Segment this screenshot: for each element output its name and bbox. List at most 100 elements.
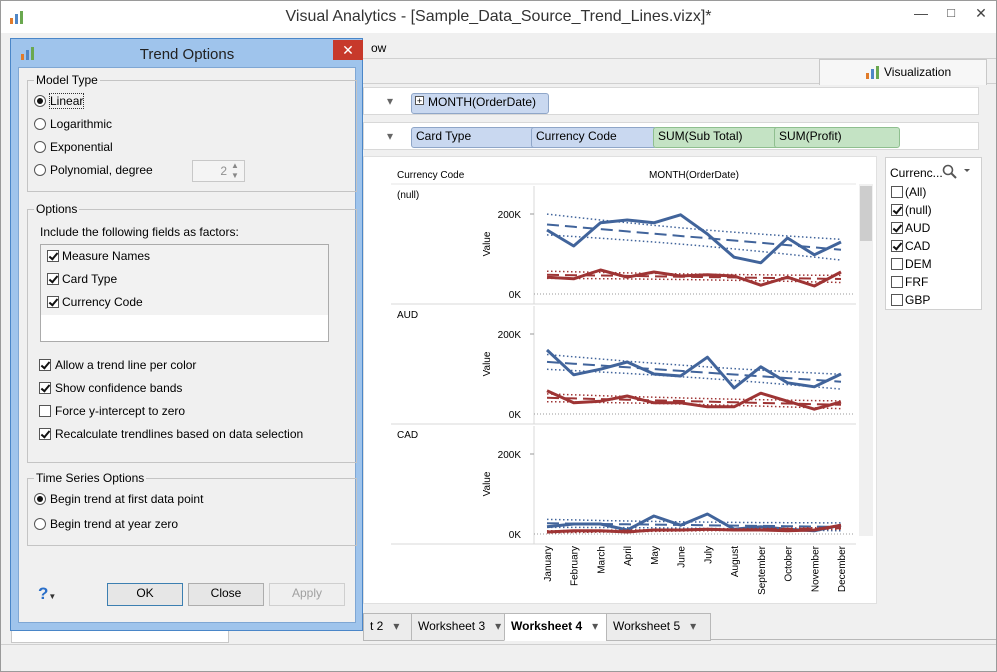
window-title: Visual Analytics - [Sample_Data_Source_T… <box>285 8 712 25</box>
help-button[interactable]: ?▼ <box>38 584 56 604</box>
filter-item-label: DEM <box>905 257 932 271</box>
x-tick-label: July <box>703 546 714 564</box>
degree-value: 2 <box>220 164 227 178</box>
app-icon <box>10 11 23 24</box>
dialog-icon <box>21 47 34 60</box>
y-axis-label: Value <box>482 231 493 256</box>
x-tick-label: May <box>650 546 661 565</box>
time-series-group: Time Series Options <box>27 471 357 546</box>
menu-item[interactable]: ow <box>371 41 387 55</box>
option-checkbox[interactable] <box>39 359 51 371</box>
degree-spinner[interactable]: 2 ▲ ▼ <box>192 160 245 182</box>
panel-label: CAD <box>397 430 418 441</box>
options-group: Options <box>27 202 357 463</box>
y-tick-label: 0K <box>509 290 522 301</box>
time-series-label: Begin trend at first data point <box>50 492 204 506</box>
factor-label: Measure Names <box>62 249 151 263</box>
option-label: Allow a trend line per color <box>55 358 197 372</box>
y-axis-label: Value <box>482 471 493 496</box>
group-legend: Options <box>34 202 80 216</box>
y-tick-label: 0K <box>509 530 522 541</box>
visualization-tab[interactable]: Visualization <box>819 59 987 85</box>
series-line <box>546 389 842 411</box>
series-line <box>546 523 842 534</box>
filter-title: Currenc... <box>890 166 943 180</box>
filter-item-label: CAD <box>905 239 931 253</box>
worksheet-tab[interactable]: Worksheet 5 <box>606 613 711 641</box>
model-radio[interactable] <box>34 141 46 153</box>
y-tick-label: 200K <box>498 450 522 461</box>
group-legend: Time Series Options <box>34 471 147 485</box>
pill-expand[interactable]: + <box>415 96 424 106</box>
shelf-pill[interactable]: Currency Code <box>531 127 657 148</box>
worksheet-tab[interactable]: Worksheet 3 <box>411 613 516 641</box>
y-tick-label: 200K <box>498 210 522 221</box>
time-series-label: Begin trend at year zero <box>50 517 179 531</box>
maximize-button[interactable]: □ <box>947 5 955 20</box>
minimize-button[interactable]: — <box>914 5 928 21</box>
confidence-band <box>546 277 842 284</box>
y-axis-label: Value <box>482 351 493 376</box>
filter-search-icon[interactable] <box>942 164 972 180</box>
trend-line <box>546 360 842 383</box>
factor-checkbox[interactable] <box>47 296 59 308</box>
visualization-tab-label: Visualization <box>884 65 952 79</box>
dialog-button[interactable]: OK <box>107 583 183 606</box>
dialog-close[interactable]: ✕ <box>333 40 363 60</box>
confidence-band <box>546 393 842 402</box>
filter-item-label: (All) <box>905 185 927 199</box>
chart: Currency Code MONTH(OrderDate) (null) Value… <box>391 170 873 595</box>
shelf-pill[interactable]: MONTH(OrderDate) <box>411 93 549 114</box>
help-icon: ? <box>38 584 49 603</box>
x-tick-label: January <box>543 546 554 582</box>
x-tick-label: December <box>837 545 848 592</box>
filter-checkbox[interactable] <box>891 222 903 234</box>
dialog-body <box>18 67 356 623</box>
row-header: Currency Code <box>397 170 465 181</box>
filter-checkbox[interactable] <box>891 204 903 216</box>
option-checkbox[interactable] <box>39 428 51 440</box>
filter-checkbox[interactable] <box>891 276 903 288</box>
model-option-label: Linear <box>48 93 85 109</box>
option-label: Show confidence bands <box>55 381 183 395</box>
confidence-band <box>546 518 842 524</box>
x-tick-label: November <box>810 545 821 592</box>
dialog-button[interactable]: Close <box>188 583 264 606</box>
filter-checkbox[interactable] <box>891 186 903 198</box>
time-series-radio[interactable] <box>34 518 46 530</box>
x-tick-label: August <box>730 546 741 577</box>
worksheet-tab[interactable]: Worksheet 4 <box>504 613 619 641</box>
confidence-band <box>546 234 842 261</box>
viz-icon <box>866 66 879 79</box>
factors-list-items-bg <box>41 245 328 315</box>
filter-item-label: FRF <box>905 275 929 289</box>
factor-label: Card Type <box>62 272 118 286</box>
factor-checkbox[interactable] <box>47 250 59 262</box>
factors-label: Include the following fields as factors: <box>40 225 239 239</box>
model-type-group: Model Type <box>27 73 357 192</box>
model-radio[interactable] <box>34 118 46 130</box>
filter-item-label: (null) <box>905 203 932 217</box>
factor-checkbox[interactable] <box>47 273 59 285</box>
filter-checkbox[interactable] <box>891 258 903 270</box>
scrollbar-thumb <box>860 186 872 241</box>
group-legend: Model Type <box>34 73 100 87</box>
model-option-label: Exponential <box>50 140 113 154</box>
panel-label: AUD <box>397 310 418 321</box>
filter-item-label: AUD <box>905 221 931 235</box>
spin-up[interactable]: ▲ <box>231 161 239 170</box>
time-series-radio[interactable] <box>34 493 46 505</box>
spin-down[interactable]: ▼ <box>231 171 239 180</box>
shelf-pill[interactable]: SUM(Profit) <box>774 127 900 148</box>
shelf-pill[interactable]: Card Type <box>411 127 537 148</box>
filter-checkbox[interactable] <box>891 294 903 306</box>
model-radio[interactable] <box>34 95 46 107</box>
filter-item-label: GBP <box>905 293 931 307</box>
filter-checkbox[interactable] <box>891 240 903 252</box>
option-checkbox[interactable] <box>39 405 51 417</box>
close-button[interactable]: ✕ <box>975 5 987 21</box>
option-checkbox[interactable] <box>39 382 51 394</box>
factors-list <box>40 244 329 342</box>
model-radio[interactable] <box>34 164 46 176</box>
filter-panel: Currenc... (All) (null) AUD CAD DEM FRF GBP <box>885 157 982 310</box>
